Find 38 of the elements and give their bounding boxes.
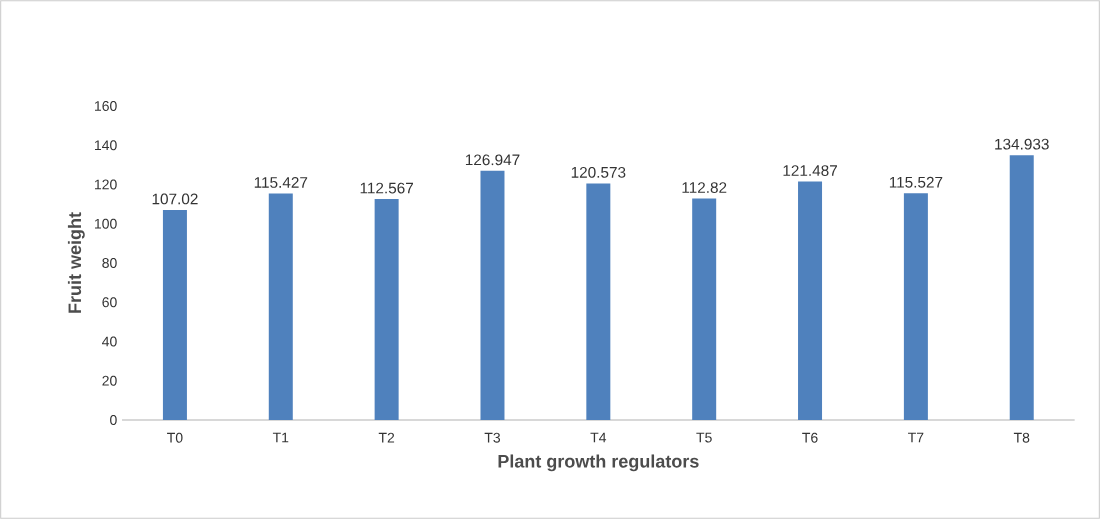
- data-label: 121.487: [783, 165, 837, 176]
- x-tick-label: T3: [484, 432, 501, 443]
- y-tick-label: 80: [102, 258, 117, 268]
- y-tick-label: 120: [95, 179, 117, 190]
- data-label: 134.933: [995, 138, 1049, 150]
- x-tick-label: T0: [167, 432, 183, 443]
- data-label: 107.02: [152, 193, 198, 205]
- x-tick-label: T2: [378, 432, 395, 443]
- data-label: 112.82: [682, 182, 727, 193]
- bar: [268, 193, 293, 420]
- bar: [162, 209, 187, 420]
- x-tick-label: T4: [590, 432, 607, 443]
- y-tick-label: 60: [102, 297, 117, 308]
- x-tick-label: T6: [802, 432, 818, 443]
- x-tick-label: T7: [908, 432, 924, 443]
- y-tick-label: 100: [95, 218, 117, 229]
- y-tick-label: 40: [102, 336, 117, 347]
- y-tick-label: 160: [95, 101, 117, 111]
- y-axis-title: Fruit weight: [67, 212, 85, 313]
- bar: [692, 198, 717, 420]
- data-label: 120.573: [571, 166, 626, 178]
- x-tick-label: T5: [696, 432, 712, 443]
- data-label: 115.527: [889, 176, 943, 188]
- bar: [1009, 155, 1034, 420]
- data-label: 126.947: [465, 154, 520, 166]
- y-tick-label: 20: [102, 375, 117, 386]
- x-tick-label: T1: [272, 432, 289, 443]
- bar: [480, 170, 505, 420]
- y-tick-label: 140: [95, 140, 117, 151]
- y-tick-label: 0: [110, 415, 117, 425]
- bar: [903, 193, 928, 420]
- x-tick-label: T8: [1013, 432, 1030, 443]
- data-label: 112.567: [360, 182, 413, 194]
- bar: [586, 183, 611, 420]
- x-axis-title: Plant growth regulators: [498, 454, 699, 472]
- bar: [374, 199, 399, 420]
- bar: [798, 181, 823, 420]
- data-label: 115.427: [254, 177, 308, 188]
